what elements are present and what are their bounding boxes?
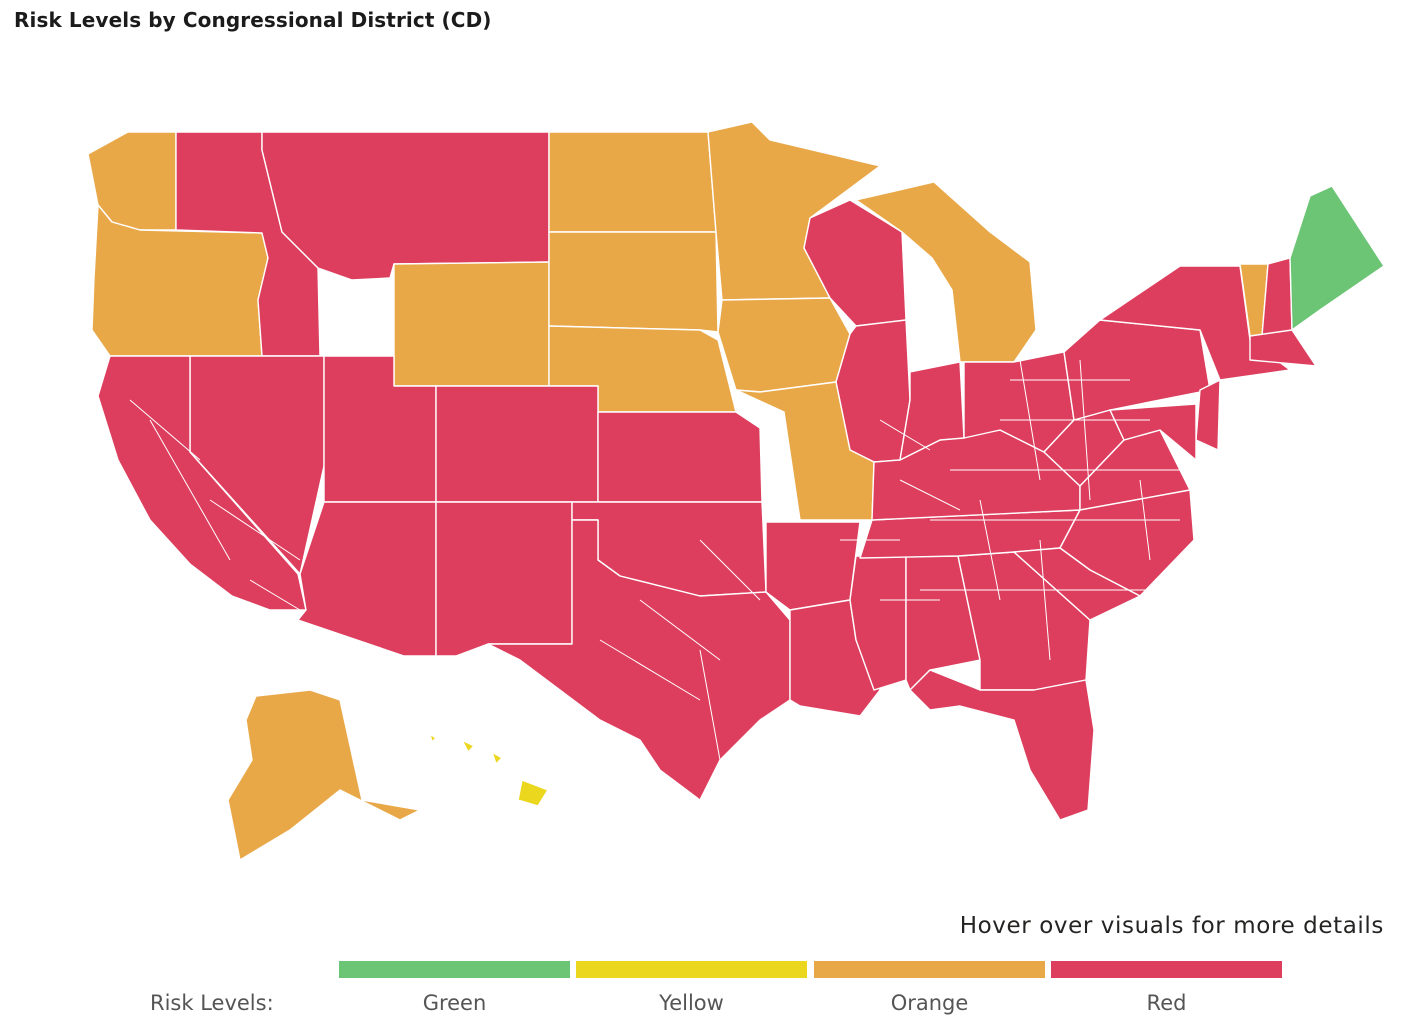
- legend-item-yellow[interactable]: Yellow: [576, 961, 807, 1021]
- legend-swatch-orange: [814, 961, 1045, 978]
- legend-label-red: Red: [1146, 991, 1187, 1015]
- legend-swatch-red: [1051, 961, 1282, 978]
- legend-item-red[interactable]: Red: [1051, 961, 1282, 1021]
- region-maryland[interactable]: [1109, 403, 1197, 461]
- legend-label-green: Green: [422, 991, 487, 1015]
- legend-label-orange: Orange: [890, 991, 969, 1015]
- legend-item-orange[interactable]: Orange: [814, 961, 1045, 1021]
- region-maine[interactable]: [1289, 185, 1385, 331]
- region-new-jersey[interactable]: [1195, 379, 1221, 451]
- region-wyoming[interactable]: [393, 261, 550, 387]
- region-florida[interactable]: [909, 669, 1095, 821]
- region-south-carolina[interactable]: [1013, 547, 1141, 621]
- region-indiana[interactable]: [899, 361, 965, 461]
- region-colorado[interactable]: [435, 385, 599, 503]
- district-boundary-lines-4: [129, 399, 301, 611]
- region-arizona[interactable]: [297, 501, 437, 657]
- legend-swatch-yellow: [576, 961, 807, 978]
- region-north-dakota[interactable]: [548, 131, 717, 233]
- chart-title: Risk Levels by Congressional District (C…: [14, 8, 492, 32]
- region-kansas[interactable]: [597, 411, 763, 503]
- district-boundary-lines-5: [840, 419, 961, 601]
- district-boundary-lines-2: [979, 359, 1151, 661]
- legend-item-green[interactable]: Green: [339, 961, 570, 1021]
- region-arkansas[interactable]: [765, 521, 861, 611]
- legend-label-yellow: Yellow: [659, 991, 724, 1015]
- legend-swatch-green: [339, 961, 570, 978]
- region-south-dakota[interactable]: [548, 231, 719, 333]
- hover-hint: Hover over visuals for more details: [959, 913, 1384, 939]
- region-alaska[interactable]: [227, 689, 421, 861]
- district-boundary-lines-3: [599, 539, 761, 761]
- region-massachusetts[interactable]: [1249, 329, 1317, 367]
- us-district-map[interactable]: [0, 0, 1401, 900]
- region-iowa[interactable]: [717, 297, 851, 393]
- region-hawaii[interactable]: [429, 733, 549, 807]
- district-boundary-lines-1: [920, 379, 1190, 591]
- region-california[interactable]: [97, 355, 307, 611]
- legend-title: Risk Levels:: [150, 991, 274, 1015]
- region-new-mexico[interactable]: [435, 501, 573, 657]
